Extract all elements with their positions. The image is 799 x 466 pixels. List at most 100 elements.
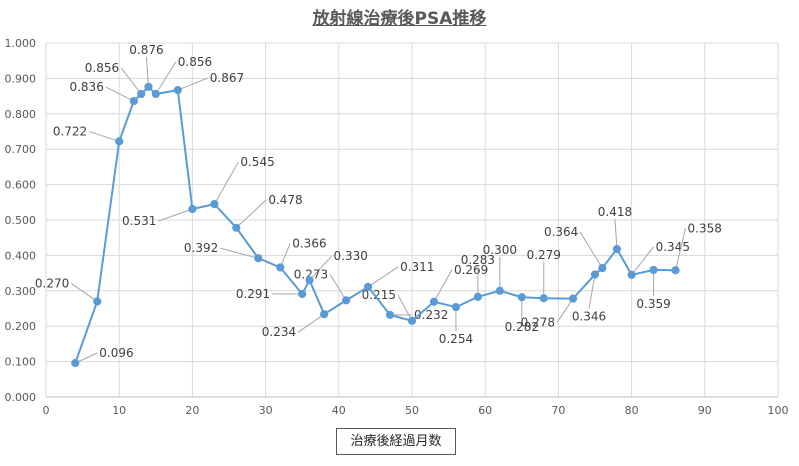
x-tick-label: 20 [185, 404, 199, 417]
y-tick-label: 0.900 [5, 72, 37, 85]
data-label: 0.545 [240, 155, 274, 169]
data-point [151, 89, 160, 99]
data-label: 0.278 [521, 316, 555, 330]
x-tick-label: 90 [698, 404, 712, 417]
data-label: 0.346 [572, 310, 606, 324]
data-point [232, 223, 241, 232]
data-label-leader [631, 246, 654, 276]
y-tick-label: 0.300 [5, 285, 37, 298]
y-tick-label: 0.700 [5, 143, 37, 156]
x-tick-label: 40 [332, 404, 346, 417]
data-point [473, 292, 482, 301]
y-tick-label: 0.000 [5, 391, 37, 404]
x-tick-label: 30 [259, 404, 273, 417]
data-label-leader [213, 161, 239, 205]
data-point [495, 286, 504, 295]
data-label: 0.300 [483, 243, 517, 257]
data-label-leader [588, 274, 596, 309]
data-label: 0.311 [400, 260, 434, 274]
data-label-leader [367, 266, 399, 288]
data-point [93, 297, 102, 306]
y-tick-label: 1.000 [5, 37, 37, 50]
data-point [305, 276, 314, 285]
data-point [451, 302, 461, 312]
data-point [539, 294, 548, 303]
data-point [342, 296, 351, 305]
data-point [590, 270, 600, 279]
data-label: 0.531 [122, 214, 156, 228]
data-point [188, 204, 197, 214]
data-point [429, 297, 439, 306]
data-label-leader [614, 218, 618, 250]
data-point [144, 82, 153, 91]
data-label-leader [556, 298, 574, 323]
data-label: 0.282 [505, 320, 539, 334]
data-label: 0.291 [236, 287, 270, 301]
data-point [129, 96, 138, 106]
data-label: 0.273 [294, 267, 328, 281]
data-point [276, 263, 285, 272]
data-label: 0.330 [334, 249, 368, 263]
data-point [407, 316, 417, 325]
data-label-leader [579, 231, 603, 269]
data-label-leader [220, 247, 259, 259]
data-label-leader [397, 294, 413, 322]
data-point [363, 282, 373, 292]
data-label: 0.478 [268, 193, 302, 207]
data-label: 0.345 [656, 240, 690, 254]
data-label-leader [297, 313, 325, 333]
data-point [568, 294, 578, 303]
data-point [385, 310, 395, 319]
data-label-leader [105, 86, 135, 102]
data-label-leader [329, 274, 347, 301]
data-label-leader [155, 61, 177, 95]
data-point [671, 266, 680, 275]
y-tick-label: 0.100 [5, 356, 37, 369]
data-label: 0.876 [129, 43, 163, 57]
data-label-leader [89, 130, 120, 142]
data-label-leader [433, 269, 453, 303]
data-label: 0.836 [69, 80, 103, 94]
x-tick-label: 10 [112, 404, 126, 417]
data-label: 0.096 [99, 346, 133, 360]
data-label: 0.392 [184, 241, 218, 255]
data-point [115, 137, 124, 146]
data-point [649, 265, 658, 275]
data-label: 0.364 [544, 225, 578, 239]
data-label: 0.418 [598, 205, 632, 219]
data-point [137, 89, 146, 99]
data-label: 0.366 [292, 236, 326, 250]
data-label: 0.234 [262, 325, 296, 339]
data-point [612, 244, 622, 254]
x-tick-label: 80 [625, 404, 639, 417]
data-point [627, 270, 636, 279]
data-point [71, 358, 80, 368]
data-label: 0.254 [439, 332, 473, 346]
data-label: 0.722 [53, 124, 87, 138]
data-point [173, 85, 182, 95]
data-label: 0.283 [461, 253, 495, 267]
x-axis-title: 治療後経過月数 [336, 428, 456, 455]
data-point [254, 254, 263, 263]
data-label: 0.215 [362, 288, 396, 302]
data-label-leader [145, 56, 149, 87]
chart-title: 放射線治療後PSA推移 [312, 9, 487, 29]
data-label-leader [120, 67, 142, 95]
y-tick-label: 0.800 [5, 108, 37, 121]
data-point [517, 293, 526, 302]
y-tick-label: 0.400 [5, 249, 37, 262]
x-tick-label: 100 [768, 404, 789, 417]
y-tick-label: 0.200 [5, 320, 37, 333]
data-label-leader [158, 208, 193, 222]
data-label: 0.270 [35, 276, 69, 290]
data-label: 0.867 [210, 71, 244, 85]
data-label-leader [309, 255, 332, 281]
x-tick-label: 70 [551, 404, 565, 417]
y-tick-label: 0.600 [5, 179, 37, 192]
x-tick-label: 0 [43, 404, 50, 417]
x-tick-label: 60 [478, 404, 492, 417]
data-label: 0.359 [636, 297, 670, 311]
data-label: 0.279 [527, 248, 561, 262]
data-label: 0.269 [454, 263, 488, 277]
